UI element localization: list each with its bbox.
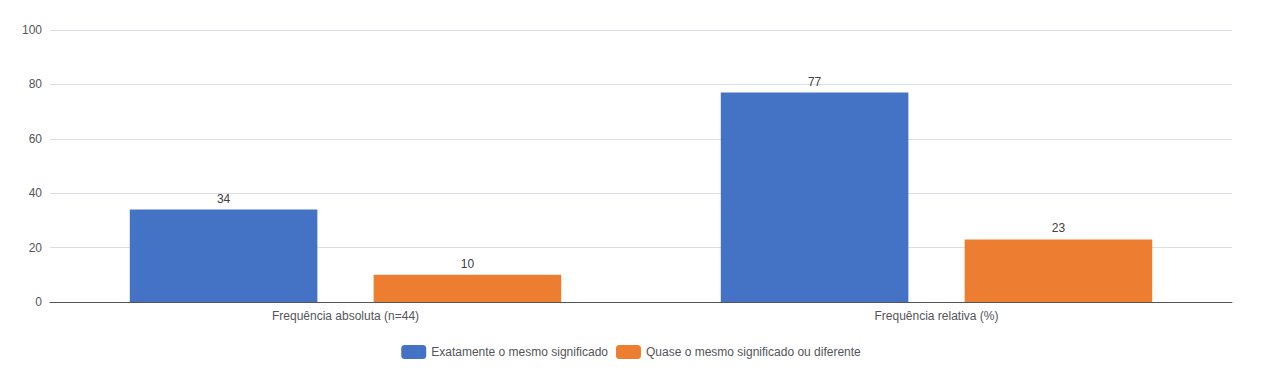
svg-text:77: 77 [808,75,822,89]
svg-text:20: 20 [29,241,43,255]
svg-text:100: 100 [22,23,42,37]
svg-text:10: 10 [461,257,475,271]
svg-text:Exatamente o mesmo significado: Exatamente o mesmo significado [431,345,608,359]
svg-text:60: 60 [29,132,43,146]
svg-text:80: 80 [29,77,43,91]
svg-text:Frequência absoluta (n=44): Frequência absoluta (n=44) [272,309,419,323]
svg-text:Frequência relativa (%): Frequência relativa (%) [874,309,998,323]
svg-text:23: 23 [1052,221,1066,235]
svg-text:40: 40 [29,186,43,200]
svg-text:0: 0 [35,295,42,309]
svg-text:Quase o mesmo significado ou d: Quase o mesmo significado ou diferente [646,345,861,359]
svg-text:34: 34 [217,192,231,206]
